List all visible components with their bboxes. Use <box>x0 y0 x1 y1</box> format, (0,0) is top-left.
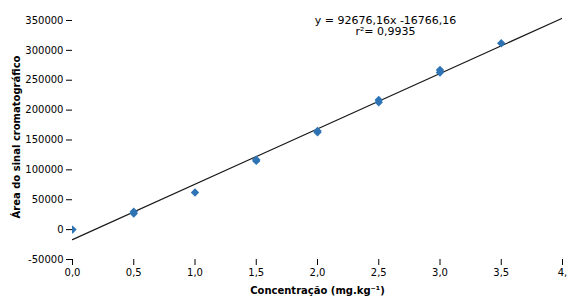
svg-text:4,: 4, <box>558 267 568 278</box>
svg-text:350000: 350000 <box>25 15 63 26</box>
svg-text:150000: 150000 <box>25 134 63 145</box>
svg-text:Concentração (mg.kg⁻¹): Concentração (mg.kg⁻¹) <box>250 285 385 296</box>
svg-text:3,5: 3,5 <box>493 267 509 278</box>
svg-text:50000: 50000 <box>32 194 64 205</box>
svg-text:3,0: 3,0 <box>432 267 448 278</box>
svg-text:2,5: 2,5 <box>371 267 387 278</box>
svg-text:100000: 100000 <box>25 164 63 175</box>
svg-text:1,0: 1,0 <box>187 267 203 278</box>
svg-text:0,5: 0,5 <box>126 267 142 278</box>
svg-text:250000: 250000 <box>25 74 63 85</box>
svg-text:2,0: 2,0 <box>310 267 326 278</box>
svg-text:0,0: 0,0 <box>65 267 81 278</box>
svg-text:y = 92676,16x -16766,16r²= 0,9: y = 92676,16x -16766,16r²= 0,9935 <box>315 14 457 38</box>
svg-text:200000: 200000 <box>25 104 63 115</box>
svg-text:-50000: -50000 <box>28 254 63 265</box>
svg-text:300000: 300000 <box>25 45 63 56</box>
svg-text:1,5: 1,5 <box>248 267 264 278</box>
svg-text:0: 0 <box>57 224 63 235</box>
svg-text:Área do sinal cromatográfico: Área do sinal cromatográfico <box>10 55 22 218</box>
